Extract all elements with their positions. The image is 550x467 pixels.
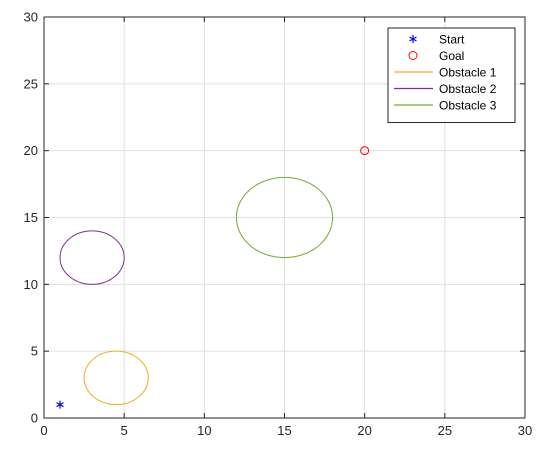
x-tick-label: 0: [40, 423, 47, 438]
legend-label-obstacle-2: Obstacle 2: [439, 82, 497, 96]
y-tick-label: 5: [31, 344, 38, 359]
legend-swatch-start: [409, 35, 417, 43]
y-tick-label: 15: [24, 210, 38, 225]
legend-box: [387, 27, 516, 123]
x-tick-label: 20: [357, 423, 371, 438]
y-tick-label: 20: [24, 143, 38, 158]
y-tick-label: 25: [24, 76, 38, 91]
obstacle-3-circle: [235, 176, 334, 259]
x-tick-label: 30: [518, 423, 532, 438]
series-layer: [56, 146, 370, 409]
legend-label-obstacle-3: Obstacle 3: [439, 99, 497, 113]
legend: Start Goal Obstacle 1 Obstacle 2 Obstacle 3: [387, 27, 516, 123]
legend-label-start: Start: [439, 33, 465, 47]
start-marker: [56, 400, 64, 409]
axis-ticks: 0 5 10 15 20 25 30 0 5 10 15 20 25 30: [24, 10, 533, 439]
x-tick-label: 15: [277, 423, 291, 438]
legend-label-goal: Goal: [439, 49, 464, 63]
legend-swatch-goal: [408, 51, 418, 60]
y-tick-label: 0: [31, 411, 38, 426]
y-tick-label: 10: [24, 277, 38, 292]
asterisk-stroke: [409, 36, 417, 42]
goal-marker: [360, 146, 370, 156]
asterisk-stroke: [56, 402, 64, 408]
y-tick-label: 30: [24, 10, 38, 25]
x-tick-label: 5: [121, 423, 128, 438]
x-tick-label: 25: [438, 423, 452, 438]
x-tick-label: 10: [197, 423, 211, 438]
obstacle-1-circle: [83, 350, 149, 406]
legend-label-obstacle-1: Obstacle 1: [439, 66, 497, 80]
obstacle-2-circle: [59, 230, 125, 285]
